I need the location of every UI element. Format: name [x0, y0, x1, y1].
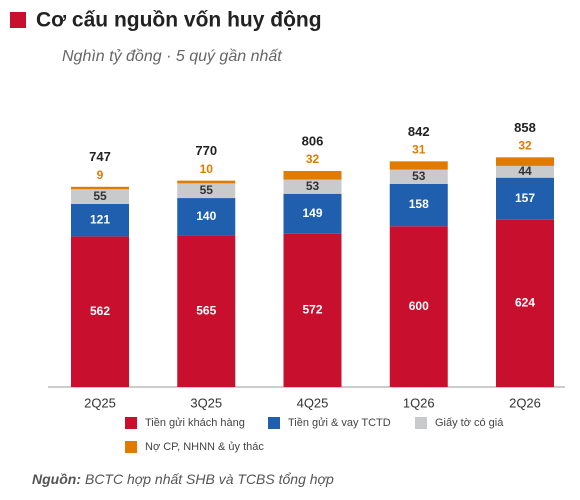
total-label: 806: [302, 133, 324, 148]
legend-swatch: [125, 441, 137, 453]
bar-segment: [496, 219, 554, 387]
value-label: 53: [306, 179, 320, 193]
value-label: 600: [409, 299, 429, 313]
chart-subtitle: Nghìn tỷ đồng · 5 quý gần nhất: [62, 48, 282, 65]
bar-segment: [496, 177, 554, 220]
x-tick-label: 1Q26: [403, 395, 435, 410]
total-label: 747: [89, 149, 111, 164]
value-label: 9: [97, 168, 104, 182]
bar-segment: [389, 169, 448, 184]
source: Nguồn: BCTC hợp nhất SHB và TCBS tổng hợp: [32, 471, 334, 487]
value-label: 55: [200, 183, 214, 197]
bar-segment: [177, 198, 236, 236]
value-label: 44: [518, 164, 532, 178]
bar-segment: [71, 189, 129, 204]
title-marker: [10, 12, 26, 28]
value-label: 572: [302, 303, 322, 317]
total-label: 842: [408, 124, 430, 139]
bar-segment: [283, 179, 342, 194]
chart-title: Cơ cấu nguồn vốn huy động: [36, 9, 322, 32]
bar-segment: [71, 186, 129, 190]
x-tick-label: 4Q25: [297, 395, 329, 410]
bar-segment: [71, 203, 129, 237]
value-label: 31: [412, 143, 426, 157]
legend-swatch: [415, 417, 427, 429]
source-label: Nguồn:: [32, 471, 81, 487]
bar-segment: [496, 157, 554, 166]
value-label: 55: [93, 189, 107, 203]
total-label: 770: [195, 143, 217, 158]
bar-segment: [389, 183, 448, 227]
value-label: 624: [515, 296, 535, 310]
legend-label: Tiền gửi & vay TCTD: [288, 417, 391, 429]
source-text: BCTC hợp nhất SHB và TCBS tổng hợp: [85, 471, 334, 487]
value-label: 140: [196, 209, 216, 223]
bar-segment: [283, 193, 342, 234]
value-label: 157: [515, 191, 535, 205]
value-label: 121: [90, 212, 110, 226]
value-label: 53: [412, 169, 426, 183]
value-label: 10: [200, 162, 214, 176]
legend-label: Nợ CP, NHNN & ủy thác: [145, 441, 264, 453]
bar-segment: [177, 235, 236, 387]
x-tick-label: 2Q25: [84, 395, 116, 410]
x-tick-label: 3Q25: [190, 395, 222, 410]
legend-label: Giấy tờ có giá: [435, 417, 504, 429]
bar-segment: [389, 161, 448, 170]
bar-segment: [283, 170, 342, 180]
legend-swatch: [125, 417, 137, 429]
bar-segment: [177, 183, 236, 199]
bar-segment: [496, 165, 554, 178]
value-label: 32: [518, 138, 532, 152]
x-tick-label: 2Q26: [509, 395, 541, 410]
legend-label: Tiền gửi khách hàng: [145, 417, 245, 429]
bar-segment: [177, 180, 236, 184]
value-label: 149: [302, 206, 322, 220]
bar-segment: [389, 226, 448, 387]
legend-swatch: [268, 417, 280, 429]
bar-segment: [71, 236, 129, 387]
value-label: 32: [306, 152, 320, 166]
bar-segment: [283, 233, 342, 387]
value-label: 158: [409, 197, 429, 211]
total-label: 858: [514, 120, 536, 135]
value-label: 562: [90, 304, 110, 318]
value-label: 565: [196, 303, 216, 317]
